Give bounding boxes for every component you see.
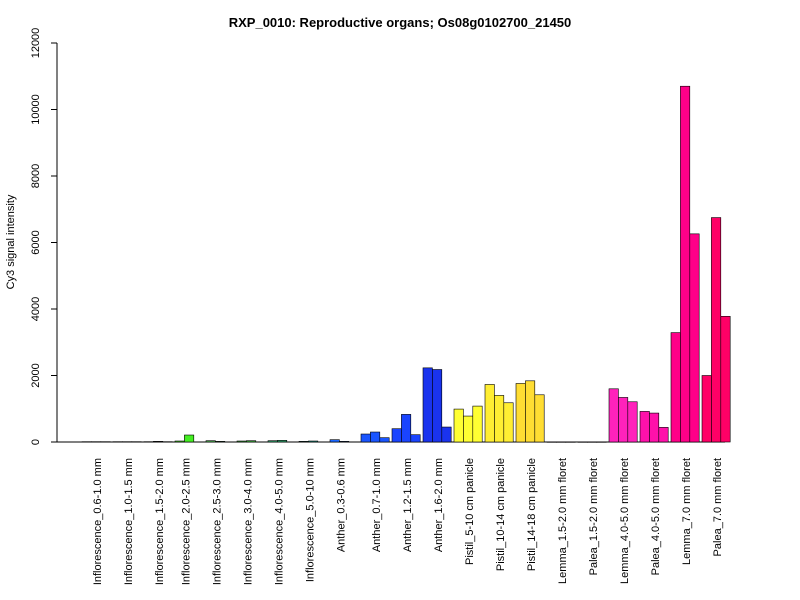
bar (472, 405, 483, 443)
x-category-label: Inflorescence_1.5-2.0 mm (154, 458, 166, 585)
bars (81, 85, 731, 443)
x-category-label: Palea_1.5-2.0 mm floret (588, 458, 600, 575)
bar (329, 439, 340, 443)
bar (503, 402, 514, 443)
bar (401, 414, 412, 443)
bar (131, 441, 142, 443)
bar (267, 440, 278, 443)
bar (639, 411, 650, 443)
y-tick-label: 6000 (30, 230, 42, 254)
bar (618, 397, 629, 443)
bar (100, 441, 111, 443)
bar (556, 441, 567, 443)
y-tick-label: 10000 (30, 94, 42, 125)
bar (670, 332, 681, 443)
bar (143, 441, 154, 443)
x-category-label: Anther_0.3-0.6 mm (335, 458, 347, 552)
bar (453, 408, 464, 443)
bar (627, 401, 638, 443)
x-category-label: Inflorescence_2.5-3.0 mm (211, 458, 223, 585)
y-tick-label: 2000 (30, 363, 42, 387)
bar (81, 441, 92, 443)
bar (525, 380, 536, 443)
bar (484, 384, 495, 443)
bar (339, 441, 350, 443)
bar (91, 441, 102, 443)
x-category-label: Anther_1.6-2.0 mm (433, 458, 445, 552)
y-tick-label: 12000 (30, 28, 42, 59)
x-category-label: Palea_4.0-5.0 mm floret (650, 458, 662, 575)
y-tick-label: 0 (30, 439, 42, 445)
x-category-label: Pistil_5-10 cm panicle (464, 458, 476, 565)
y-tick-label: 8000 (30, 164, 42, 188)
x-category-label: Pistil_14-18 cm panicle (526, 458, 538, 571)
bar (205, 440, 216, 443)
bar (153, 441, 164, 443)
bar (391, 428, 402, 443)
bar (534, 394, 545, 443)
bar (689, 233, 700, 443)
bar (658, 427, 669, 443)
bar (577, 441, 588, 443)
bar (370, 431, 381, 443)
bar (441, 426, 452, 443)
bar (112, 441, 123, 443)
bar (122, 441, 133, 443)
bar (432, 369, 443, 443)
bar (701, 375, 712, 443)
bar (596, 441, 607, 443)
x-category-label: Inflorescence_3.0-4.0 mm (242, 458, 254, 585)
bar (494, 395, 505, 443)
x-category-label: Pistil_10-14 cm panicle (495, 458, 507, 571)
bar (463, 415, 474, 443)
bar (680, 85, 691, 443)
bar (720, 316, 731, 443)
bar (410, 434, 421, 443)
bar (422, 367, 433, 443)
chart-title: RXP_0010: Reproductive organs; Os08g0102… (229, 15, 572, 30)
bar (711, 217, 722, 443)
bar (649, 412, 660, 443)
x-category-label: Anther_0.7-1.0 mm (371, 458, 383, 552)
x-category-label: Inflorescence_1.0-1.5 mm (123, 458, 135, 585)
bar (360, 433, 371, 443)
x-category-label: Inflorescence_0.6-1.0 mm (92, 458, 104, 585)
bar (162, 441, 173, 443)
bar (379, 437, 390, 443)
bar (215, 441, 226, 443)
bar (587, 441, 598, 443)
bar (565, 441, 576, 443)
bar (515, 383, 526, 443)
bar (184, 434, 195, 443)
bar (298, 441, 309, 443)
y-axis-label: Cy3 signal intensity (5, 194, 17, 289)
x-category-label: Lemma_1.5-2.0 mm floret (557, 458, 569, 584)
bar (246, 440, 257, 443)
x-category-label: Inflorescence_2.0-2.5 mm (180, 458, 192, 585)
y-axis: 0 2000 4000 6000 8000 10000 12000 (30, 28, 58, 445)
x-category-label: Anther_1.2-1.5 mm (402, 458, 414, 552)
x-category-label: Inflorescence_5.0-10 mm (304, 458, 316, 582)
x-category-label: Inflorescence_4.0-5.0 mm (273, 458, 285, 585)
bar (277, 440, 288, 443)
category-labels: Inflorescence_0.6-1.0 mm Inflorescence_1.… (92, 458, 724, 585)
bar (546, 441, 557, 443)
bar (174, 440, 185, 443)
x-category-label: Lemma_4.0-5.0 mm floret (619, 458, 631, 584)
bar (308, 440, 319, 443)
x-category-label: Lemma_7.0 mm floret (681, 458, 693, 565)
bar (608, 388, 619, 443)
y-tick-label: 4000 (30, 297, 42, 321)
x-category-label: Palea_7.0 mm floret (712, 458, 724, 556)
bar (236, 440, 247, 443)
